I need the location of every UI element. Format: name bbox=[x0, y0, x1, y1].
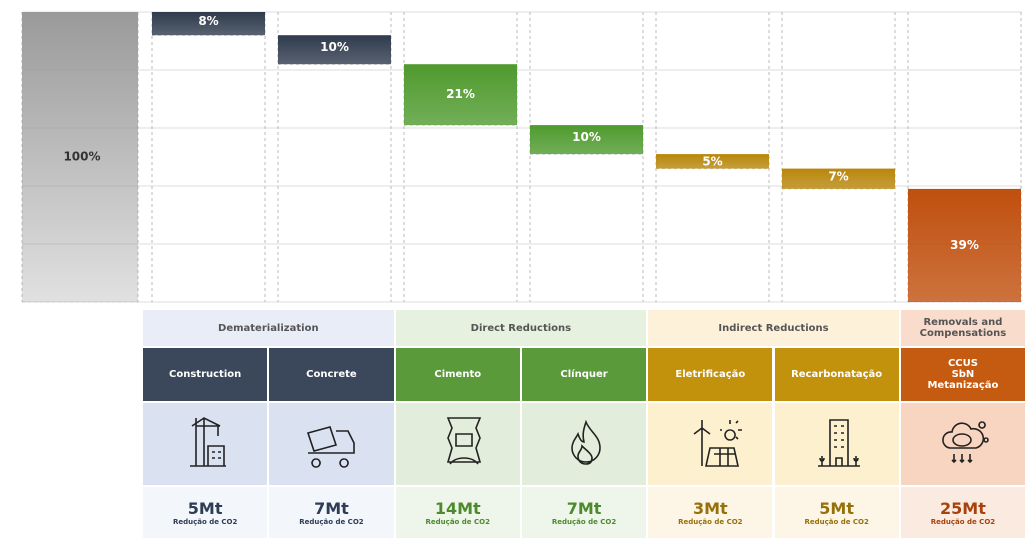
icon-cell bbox=[521, 403, 647, 485]
value-cell: 3Mt Redução de CO2 bbox=[648, 487, 773, 538]
caption: Redução de CO2 bbox=[551, 517, 617, 526]
amount: 14Mt bbox=[434, 498, 481, 518]
column-name: Concrete bbox=[269, 348, 394, 401]
group-header: Direct Reductions bbox=[395, 310, 647, 346]
data-label: 39% bbox=[950, 238, 979, 252]
group-header: Removals and Compensations bbox=[900, 310, 1026, 346]
column-name: CCUS SbN Metanização bbox=[900, 348, 1026, 401]
value-cell: 25Mt Redução de CO2 bbox=[900, 487, 1026, 538]
bar bbox=[278, 35, 391, 65]
data-label: 10% bbox=[572, 130, 601, 144]
icon-cell bbox=[395, 403, 520, 485]
icon-cell bbox=[900, 403, 1026, 485]
amount: 5Mt bbox=[819, 498, 854, 518]
amount: 7Mt bbox=[566, 498, 602, 518]
icon-cell bbox=[143, 403, 268, 485]
bar bbox=[908, 188, 1021, 302]
amount: 5Mt bbox=[187, 498, 223, 518]
value-cell: 7Mt Redução de CO2 bbox=[269, 487, 394, 538]
caption: Redução de CO2 bbox=[299, 517, 364, 526]
group-header: Dematerialization bbox=[143, 310, 394, 346]
data-label: 8% bbox=[198, 14, 218, 28]
amount: 25Mt bbox=[940, 498, 986, 518]
bar bbox=[404, 64, 517, 126]
bar bbox=[656, 154, 769, 169]
caption: Redução de CO2 bbox=[930, 517, 996, 526]
group-header: Indirect Reductions bbox=[648, 310, 899, 346]
caption: Redução de CO2 bbox=[425, 517, 490, 526]
column-name: Clínquer bbox=[521, 348, 647, 401]
data-label: 10% bbox=[320, 40, 349, 54]
amount: 3Mt bbox=[692, 498, 728, 518]
chart: 100% 8% 10% 21% 10% 5% 7% 39% bbox=[21, 11, 1022, 303]
data-label: 100% bbox=[63, 150, 100, 164]
caption: Redução de CO2 bbox=[172, 517, 238, 526]
column-name: Construction bbox=[143, 348, 268, 401]
value-cell: 5Mt Redução de CO2 bbox=[143, 487, 268, 538]
column-name: Recarbonatação bbox=[774, 348, 899, 401]
value-cell: 5Mt Redução de CO2 bbox=[774, 487, 899, 538]
amount: 7Mt bbox=[314, 498, 349, 518]
caption: Redução de CO2 bbox=[678, 517, 743, 526]
caption: Redução de CO2 bbox=[804, 517, 869, 526]
data-label: 5% bbox=[702, 155, 722, 169]
bar bbox=[152, 12, 265, 36]
icon-cell bbox=[774, 403, 899, 485]
data-label: 21% bbox=[446, 87, 475, 101]
column-name: Eletrificação bbox=[648, 348, 773, 401]
bar bbox=[782, 168, 895, 189]
bar bbox=[22, 12, 138, 302]
column-name: Cimento bbox=[395, 348, 520, 401]
icon-cell bbox=[648, 403, 773, 485]
value-cell: 7Mt Redução de CO2 bbox=[521, 487, 647, 538]
value-cell: 14Mt Redução de CO2 bbox=[395, 487, 520, 538]
data-label: 7% bbox=[828, 169, 848, 183]
icon-cell bbox=[269, 403, 394, 485]
bar bbox=[530, 125, 643, 155]
